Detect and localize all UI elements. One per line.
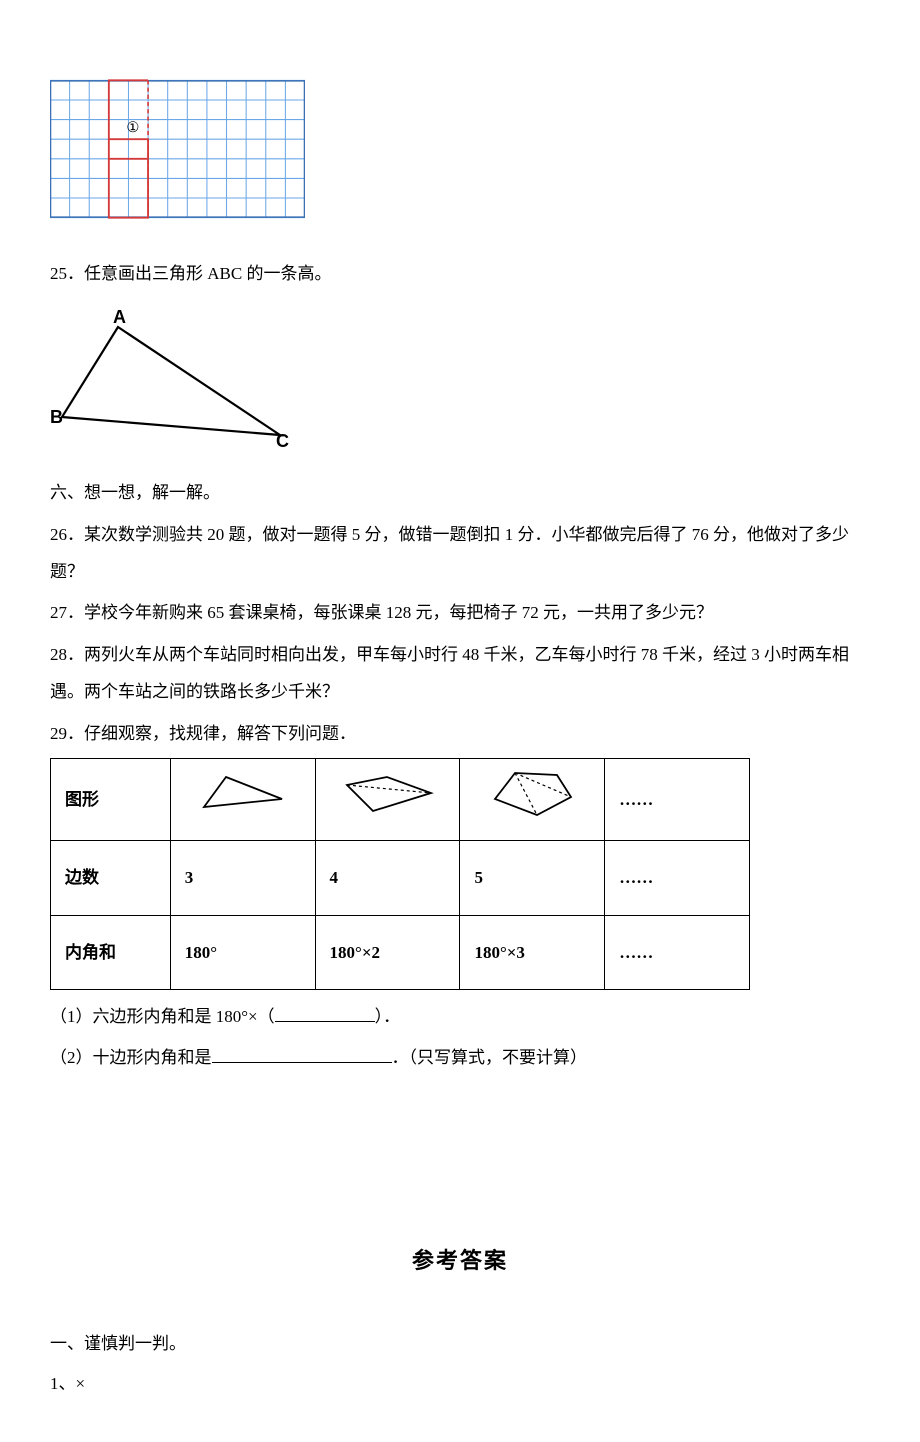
- svg-text:A: A: [113, 309, 126, 327]
- q29-2-post: ．（只写算式，不要计算）: [392, 1048, 588, 1067]
- table-row: 内角和 180° 180°×2 180°×3 ……: [51, 915, 750, 989]
- polygon-table: 图形 …… 边数 3 4 5 …… 内角和 180°: [50, 758, 750, 990]
- cell-quad-shape: [315, 758, 460, 840]
- answer-section-1: 一、谨慎判一判。: [50, 1325, 870, 1362]
- cell-ellipsis-3: ……: [605, 915, 750, 989]
- question-29: 29．仔细观察，找规律，解答下列问题．: [50, 715, 870, 752]
- cell-edges-header: 边数: [51, 841, 171, 915]
- q29-1-pre: （1）六边形内角和是 180°×（: [50, 1007, 275, 1026]
- quad-icon: [337, 771, 437, 815]
- cell-pentagon-shape: [460, 758, 605, 840]
- cell-shape-header: 图形: [51, 758, 171, 840]
- triangle-figure: A B C: [50, 293, 870, 470]
- cell-anglesum-1: 180°: [170, 915, 315, 989]
- cell-anglesum-2: 180°×2: [315, 915, 460, 989]
- question-29-2: （2）十边形内角和是 ．（只写算式，不要计算）: [50, 1039, 870, 1076]
- question-28: 28．两列火车从两个车站同时相向出发，甲车每小时行 48 千米，乙车每小时行 7…: [50, 636, 870, 711]
- section-6-header: 六、想一想，解一解。: [50, 474, 870, 511]
- grid-svg: ①: [50, 78, 305, 220]
- pentagon-icon: [487, 767, 577, 819]
- triangle-icon: [198, 771, 288, 815]
- cell-anglesum-header: 内角和: [51, 915, 171, 989]
- cell-edges-5: 5: [460, 841, 605, 915]
- svg-text:B: B: [50, 407, 63, 427]
- q29-1-post: ）．: [375, 1007, 401, 1026]
- cell-ellipsis-1: ……: [605, 758, 750, 840]
- cell-edges-4: 4: [315, 841, 460, 915]
- cell-ellipsis-2: ……: [605, 841, 750, 915]
- svg-text:C: C: [276, 431, 289, 449]
- table-row: 图形 ……: [51, 758, 750, 840]
- blank-fill-1[interactable]: [275, 1005, 375, 1022]
- answer-key-title: 参考答案: [50, 1237, 870, 1285]
- cell-anglesum-3: 180°×3: [460, 915, 605, 989]
- question-26: 26．某次数学测验共 20 题，做对一题得 5 分，做错一题倒扣 1 分．小华都…: [50, 516, 870, 591]
- cell-edges-3: 3: [170, 841, 315, 915]
- question-29-1: （1）六边形内角和是 180°×（ ）．: [50, 998, 870, 1035]
- cell-triangle-shape: [170, 758, 315, 840]
- question-25: 25．任意画出三角形 ABC 的一条高。: [50, 255, 870, 292]
- blank-fill-2[interactable]: [212, 1046, 392, 1063]
- question-27: 27．学校今年新购来 65 套课桌椅，每张课桌 128 元，每把椅子 72 元，…: [50, 594, 870, 631]
- grid-figure: ①: [50, 50, 870, 251]
- triangle-svg: A B C: [50, 309, 295, 449]
- grid-label: ①: [126, 120, 139, 136]
- answer-item-1: 1、×: [50, 1365, 870, 1402]
- q29-2-pre: （2）十边形内角和是: [50, 1048, 212, 1067]
- table-row: 边数 3 4 5 ……: [51, 841, 750, 915]
